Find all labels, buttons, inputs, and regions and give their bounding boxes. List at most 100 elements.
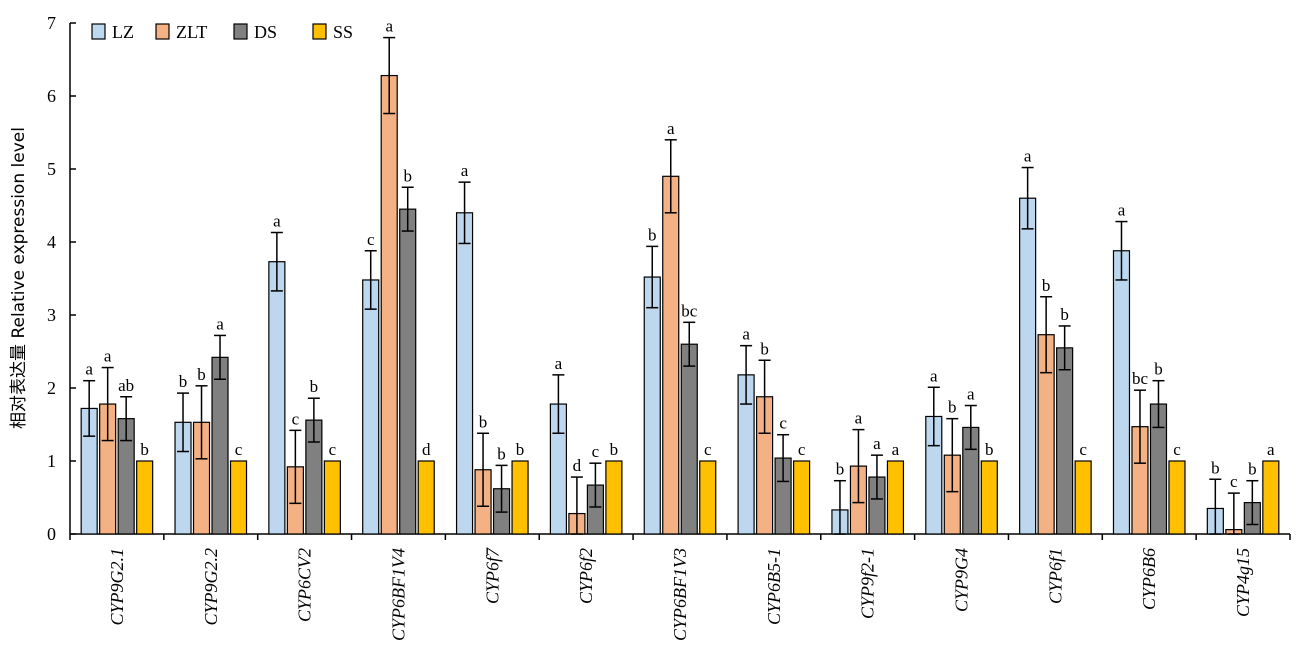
y-tick-label: 0 — [47, 524, 56, 544]
significance-label: a — [461, 161, 469, 180]
bar-ss-2 — [229, 460, 248, 535]
bar-ss-3 — [323, 460, 341, 535]
significance-label: b — [310, 377, 319, 396]
y-tick-label: 4 — [47, 232, 56, 252]
significance-label: c — [329, 440, 337, 459]
y-axis-label: 相对表达量 Relative expression level — [9, 127, 29, 429]
bar-ss-5 — [511, 460, 529, 535]
significance-label: b — [1042, 276, 1051, 295]
significance-label: b — [1248, 460, 1257, 479]
significance-label: b — [403, 166, 412, 185]
legend-label-ss: SS — [333, 22, 353, 42]
bar-lz-7 — [643, 276, 661, 535]
bar-ss-9 — [886, 460, 905, 535]
significance-label: b — [497, 444, 506, 463]
bar-ss-8 — [792, 460, 811, 535]
significance-label: a — [273, 212, 281, 231]
significance-label: a — [855, 409, 863, 428]
x-tick-label: CYP6f7 — [482, 547, 502, 604]
x-tick-label: CYP6f2 — [576, 548, 596, 604]
legend-swatch-zlt — [155, 23, 170, 40]
significance-label: b — [836, 460, 845, 479]
significance-label: a — [1024, 147, 1032, 166]
significance-label: a — [216, 314, 224, 333]
x-tick-label: CYP6f1 — [1045, 548, 1065, 604]
x-tick-label: CYP4g15 — [1233, 548, 1253, 617]
y-tick-label: 3 — [47, 305, 56, 325]
bar-zlt-4 — [380, 74, 398, 535]
x-tick-label: CYP6B5-1 — [764, 548, 784, 625]
significance-label: c — [592, 442, 600, 461]
bar-lz-5 — [455, 212, 474, 535]
bar-ss-6 — [605, 460, 623, 535]
bar-ss-1 — [136, 460, 154, 535]
x-tick-label: CYP6BF1V4 — [388, 548, 408, 641]
x-tick-label: CYP9G4 — [952, 548, 972, 612]
bar-ss-12 — [1168, 460, 1186, 535]
x-tick-label: CYP9f2-1 — [858, 548, 878, 619]
significance-label: bc — [681, 301, 698, 320]
y-tick-label: 1 — [47, 451, 56, 471]
significance-label: b — [140, 440, 149, 459]
x-tick-label: CYP6CV2 — [295, 548, 315, 622]
legend-label-zlt: ZLT — [176, 22, 207, 42]
significance-label: b — [179, 372, 188, 391]
significance-label: a — [85, 360, 93, 379]
significance-label: a — [1267, 440, 1275, 459]
legend: LZ ZLT DS SS — [91, 22, 353, 42]
significance-label: d — [422, 440, 431, 459]
significance-label: a — [742, 325, 750, 344]
legend-label-ds: DS — [254, 22, 277, 42]
significance-label: b — [760, 339, 769, 358]
significance-label: b — [948, 398, 957, 417]
significance-label: b — [197, 365, 206, 384]
significance-label: c — [367, 230, 375, 249]
bar-ds-11 — [1056, 347, 1074, 535]
bar-ss-10 — [980, 460, 998, 535]
significance-label: b — [479, 412, 488, 431]
significance-label: a — [667, 119, 675, 138]
significance-label: bc — [1132, 369, 1149, 388]
bar-ss-13 — [1262, 460, 1280, 535]
significance-label: a — [930, 366, 938, 385]
significance-label: b — [985, 440, 994, 459]
significance-label: a — [555, 354, 563, 373]
bar-ss-11 — [1074, 460, 1092, 535]
significance-label: b — [1060, 305, 1069, 324]
bar-ds-4 — [399, 208, 417, 535]
x-tick-label: CYP6B6 — [1139, 548, 1159, 610]
significance-label: c — [798, 440, 806, 459]
bar-lz-4 — [362, 279, 380, 535]
bar-ss-7 — [699, 460, 717, 535]
legend-swatch-lz — [91, 23, 106, 40]
significance-label: a — [892, 440, 900, 459]
significance-label: b — [1154, 360, 1163, 379]
significance-label: a — [873, 434, 881, 453]
x-tick-label: CYP6BF1V3 — [670, 548, 690, 641]
x-tick-label: CYP9G2.1 — [107, 548, 127, 626]
significance-label: a — [104, 347, 112, 366]
significance-label: c — [1079, 440, 1087, 459]
significance-label: c — [1173, 440, 1181, 459]
legend-swatch-ds — [233, 23, 248, 40]
y-tick-label: 5 — [47, 159, 56, 179]
bar-ds-2 — [211, 356, 229, 535]
bar-ss-4 — [417, 460, 435, 535]
legend-swatch-ss — [312, 23, 327, 40]
significance-label: ab — [118, 376, 134, 395]
significance-label: d — [573, 456, 582, 475]
significance-label: c — [292, 409, 300, 428]
significance-label: a — [385, 17, 393, 36]
significance-label: b — [610, 440, 619, 459]
bar-lz-3 — [268, 261, 286, 535]
significance-label: c — [779, 414, 787, 433]
significance-label: c — [1230, 472, 1238, 491]
legend-label-lz: LZ — [112, 22, 134, 42]
significance-label: a — [1118, 201, 1126, 220]
bar-ds-7 — [680, 343, 698, 535]
bar-lz-12 — [1112, 250, 1131, 535]
significance-label: b — [516, 440, 525, 459]
